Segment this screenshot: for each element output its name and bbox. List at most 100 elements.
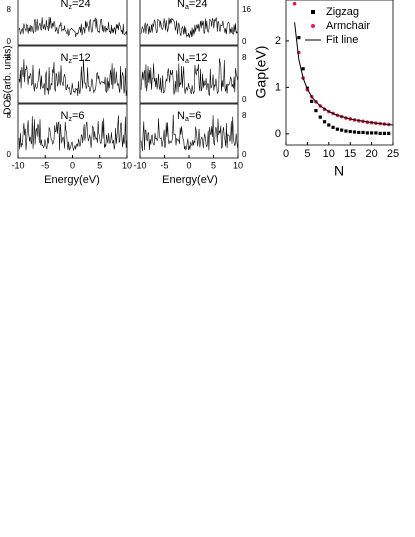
panel-label: Na=12 xyxy=(177,52,208,65)
dos-y-tick-label: 0 xyxy=(7,150,12,159)
label-sub: a xyxy=(185,58,189,65)
dos-x-tick-label: 10 xyxy=(122,160,132,170)
panel-frame xyxy=(17,0,128,46)
label-rest: =6 xyxy=(189,110,202,122)
dos-trace xyxy=(18,115,128,152)
panel-label: Na=24 xyxy=(177,0,208,11)
point xyxy=(378,131,382,135)
panel-label: Nz=6 xyxy=(61,110,85,123)
dos-y-tick-label: 8 xyxy=(7,111,12,120)
dos-x-tick-label: -5 xyxy=(160,160,168,170)
dos-x-label: Energy(eV) xyxy=(162,174,218,186)
y-tick-label: 1 xyxy=(275,81,281,93)
dos-trace xyxy=(140,58,238,97)
label-rest: =24 xyxy=(189,0,208,10)
dos-x-tick-label: -10 xyxy=(133,160,146,170)
point xyxy=(361,130,365,135)
point xyxy=(314,109,318,113)
legend-label: Zigzag xyxy=(326,6,359,18)
dos-trace xyxy=(140,17,238,38)
label-n: N xyxy=(177,52,185,64)
point xyxy=(387,131,391,135)
dos-x-tick-label: 5 xyxy=(97,160,102,170)
panel-label: Nz=12 xyxy=(61,52,91,65)
point xyxy=(322,120,327,124)
x-tick-label: 0 xyxy=(283,148,289,160)
fit-line xyxy=(294,22,394,126)
point xyxy=(292,1,297,6)
panel-frame xyxy=(139,0,239,46)
dos-x-tick-label: 5 xyxy=(211,160,216,170)
label-rest: =12 xyxy=(189,52,208,64)
label-n: N xyxy=(61,110,69,122)
point xyxy=(335,127,339,131)
legend-label: Armchair xyxy=(326,20,370,32)
legend-label: Fit line xyxy=(326,34,358,46)
dos-y-tick-label: 0 xyxy=(242,150,247,159)
point xyxy=(301,67,305,71)
dos-x-tick-label: 0 xyxy=(70,160,75,170)
dos-y-tick-label: 0 xyxy=(242,37,247,46)
label-sub: z xyxy=(68,58,72,65)
x-tick-label: 15 xyxy=(344,148,356,160)
dos-y-tick-label: 0 xyxy=(7,37,12,46)
panel-label: Na=6 xyxy=(177,110,201,123)
dos-trace xyxy=(140,114,238,152)
label-sub: z xyxy=(68,116,72,123)
dos-x-tick-label: 0 xyxy=(186,160,191,170)
label-rest: =24 xyxy=(72,0,91,10)
label-rest: =6 xyxy=(72,110,85,122)
point xyxy=(331,125,335,129)
y-tick-label: 0 xyxy=(275,128,281,140)
point xyxy=(370,131,374,135)
gap-y-label: Gap(eV) xyxy=(253,46,269,99)
x-tick-label: 20 xyxy=(365,148,377,160)
dos-y-tick-label: 8 xyxy=(242,111,247,120)
label-n: N xyxy=(61,0,69,10)
point xyxy=(340,128,344,132)
point xyxy=(318,115,322,119)
dos-trace xyxy=(18,59,128,96)
point xyxy=(297,36,301,40)
plot-frame xyxy=(285,0,394,146)
dos-y-tick-label: 8 xyxy=(242,53,247,62)
dos-y-tick-label: 16 xyxy=(242,5,251,14)
dos-trace xyxy=(18,16,128,37)
point xyxy=(327,123,331,127)
x-tick-label: 25 xyxy=(387,148,399,160)
point xyxy=(374,131,378,135)
x-tick-label: 10 xyxy=(323,148,335,160)
dos-y-label: DOS(arb. units) xyxy=(3,45,14,114)
label-sub: z xyxy=(68,4,72,11)
label-n: N xyxy=(177,0,185,10)
dos-x-tick-label: 10 xyxy=(233,160,243,170)
dos-x-tick-label: -5 xyxy=(41,160,49,170)
legend-swatch xyxy=(311,24,315,28)
dos-y-tick-label: 0 xyxy=(7,95,12,104)
label-n: N xyxy=(177,110,185,122)
dos-y-tick-label: 0 xyxy=(242,95,247,104)
label-n: N xyxy=(61,52,69,64)
dos-x-tick-label: -10 xyxy=(11,160,24,170)
label-sub: a xyxy=(185,4,189,11)
dos-y-tick-label: 8 xyxy=(7,5,12,14)
dos-x-label: Energy(eV) xyxy=(44,174,100,186)
point xyxy=(365,131,369,135)
panel-label: Nz=24 xyxy=(61,0,91,11)
gap-x-label: N xyxy=(334,163,344,179)
point xyxy=(352,130,357,134)
point xyxy=(382,131,387,135)
label-rest: =12 xyxy=(72,52,91,64)
point xyxy=(348,129,352,134)
panel-frame xyxy=(139,45,239,104)
y-tick-label: 2 xyxy=(275,35,281,47)
panel-frame xyxy=(17,45,128,104)
point xyxy=(310,99,314,103)
label-sub: a xyxy=(185,116,189,123)
point xyxy=(357,130,361,135)
point xyxy=(344,129,348,133)
legend-swatch xyxy=(311,10,315,14)
dos-y-tick-label: 8 xyxy=(7,53,12,62)
x-tick-label: 5 xyxy=(304,148,310,160)
